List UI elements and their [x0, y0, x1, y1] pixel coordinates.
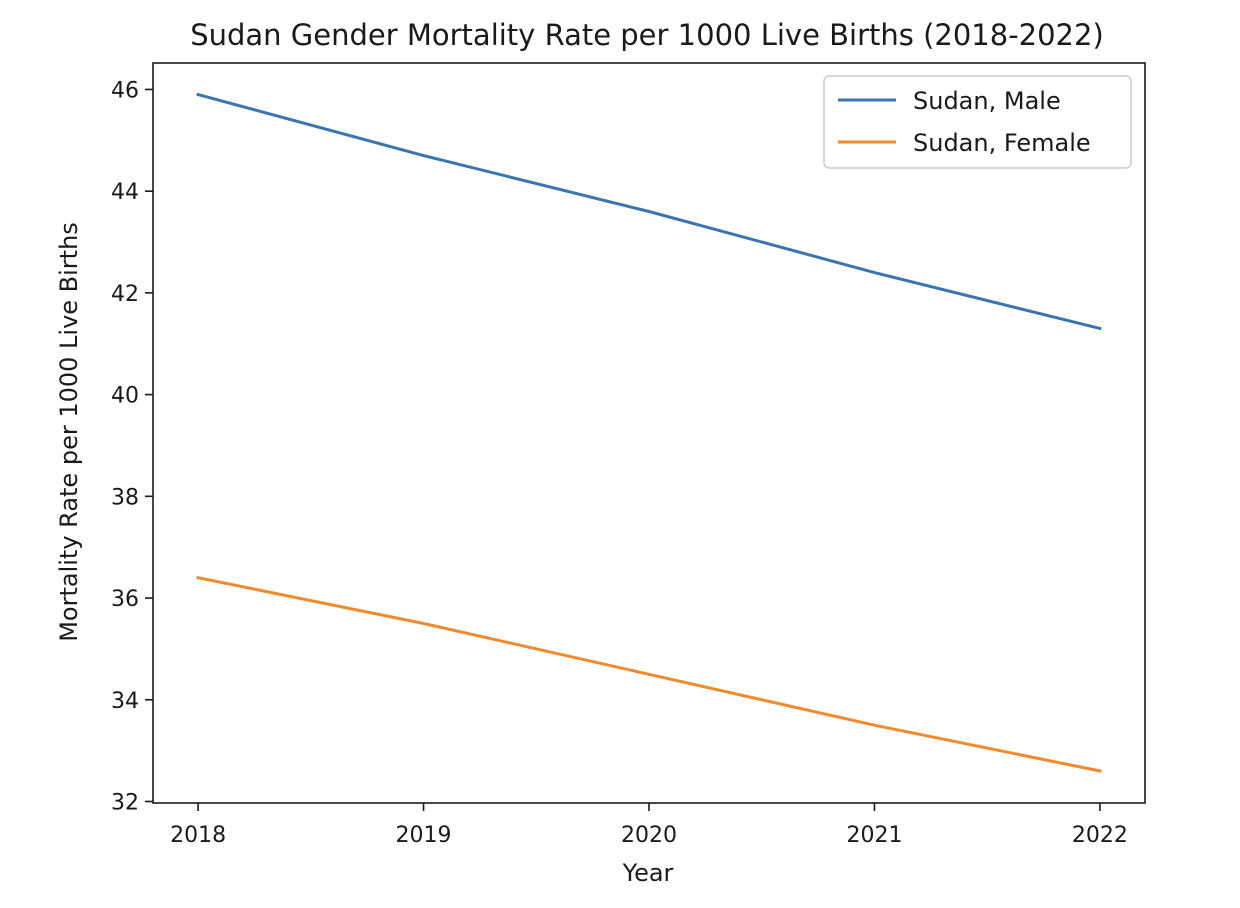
y-tick-label: 36	[111, 587, 139, 612]
y-tick-label: 46	[111, 78, 139, 103]
chart-title: Sudan Gender Mortality Rate per 1000 Liv…	[190, 18, 1104, 52]
legend-label-female: Sudan, Female	[913, 129, 1091, 157]
legend-label-male: Sudan, Male	[913, 87, 1061, 115]
y-axis: 32 34 36 38 40 42 44 46	[111, 78, 153, 815]
x-tick-label: 2019	[396, 823, 452, 848]
x-tick-label: 2021	[846, 823, 902, 848]
y-tick-label: 32	[111, 790, 139, 815]
y-axis-label: Mortality Rate per 1000 Live Births	[55, 222, 83, 642]
series-line-female	[196, 575, 1102, 773]
legend: Sudan, Male Sudan, Female	[823, 75, 1132, 169]
x-tick-label: 2022	[1072, 823, 1128, 848]
plot-area: 32 34 36 38 40 42 44 46 2018 2019 2020 2021 2022	[111, 62, 1146, 848]
y-tick-label: 44	[111, 180, 139, 205]
x-tick-label: 2018	[170, 823, 226, 848]
x-tick-label: 2020	[621, 823, 677, 848]
x-axis: 2018 2019 2020 2021 2022	[170, 803, 1128, 848]
y-tick-label: 34	[111, 689, 139, 714]
series-line-male	[196, 92, 1102, 331]
series-lines	[196, 92, 1102, 773]
y-tick-label: 38	[111, 485, 139, 510]
y-tick-label: 42	[111, 282, 139, 307]
legend-box	[823, 75, 1132, 169]
x-axis-label: Year	[622, 859, 674, 887]
y-tick-label: 40	[111, 384, 139, 409]
